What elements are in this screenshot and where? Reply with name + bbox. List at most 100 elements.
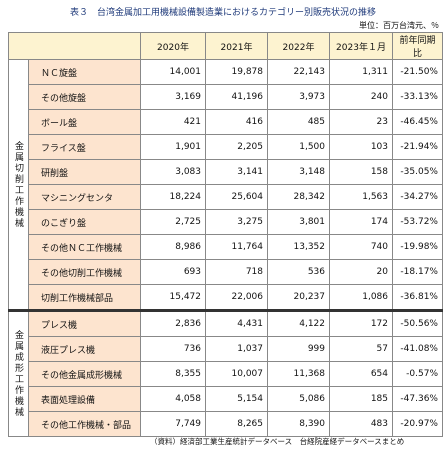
data-cell: 8,355 (140, 361, 206, 387)
table-row: その他旋盤 3,169 41,196 3,973 240 -33.13% (9, 84, 443, 110)
data-cell: 5,086 (267, 386, 330, 412)
table-row: フライス盤 1,901 2,205 1,500 103 -21.94% (9, 134, 443, 160)
table-row: その他金属成形機械 8,355 10,007 11,368 654 -0.57% (9, 361, 443, 387)
data-cell: 158 (329, 159, 393, 185)
data-cell: 1,901 (140, 134, 206, 160)
data-cell: 19,878 (205, 59, 268, 85)
data-cell: 4,122 (267, 309, 330, 337)
table-row: 液圧プレス機 736 1,037 999 57 -41.08% (9, 336, 443, 362)
table-row: マシニングセンタ 18,224 25,604 28,342 1,563 -34.27% (9, 184, 443, 210)
data-cell: 20 (329, 259, 393, 285)
data-cell: 172 (329, 309, 393, 337)
data-cell: 1,563 (329, 184, 393, 210)
data-cell: 25,604 (205, 184, 268, 210)
data-cell: -21.50% (392, 59, 443, 85)
data-cell: -33.13% (392, 84, 443, 110)
data-cell: 14,001 (140, 59, 206, 85)
data-cell: -36.81% (392, 284, 443, 311)
data-cell: 240 (329, 84, 393, 110)
column-header: 2021年 (205, 32, 268, 60)
table-title: 表３ 台湾金属加工用機械設備製造業におけるカテゴリー別販売状況の推移 (70, 8, 377, 18)
row-label: 表面処理設備 (28, 386, 141, 412)
column-header: 前年同期比 (392, 32, 443, 60)
data-cell: -21.94% (392, 134, 443, 160)
data-cell: -19.98% (392, 234, 443, 260)
data-cell: 13,352 (267, 234, 330, 260)
table-row: 表面処理設備 4,058 5,154 5,086 185 -47.36% (9, 386, 443, 412)
data-cell: 421 (140, 109, 206, 135)
data-cell: 536 (267, 259, 330, 285)
data-cell: 103 (329, 134, 393, 160)
row-label: 液圧プレス機 (28, 336, 141, 362)
group-label: 金属成形工作機械 (8, 309, 29, 437)
data-cell: -46.45% (392, 109, 443, 135)
data-cell: -35.05% (392, 159, 443, 185)
data-cell: 2,836 (140, 309, 206, 337)
header-row: 2020年 2021年 2022年 2023年１月 前年同期比 (8, 32, 443, 60)
data-cell: 5,154 (205, 386, 268, 412)
column-header: 2023年１月 (329, 32, 393, 60)
row-label: ボール盤 (28, 109, 141, 135)
group-label: 金属切削工作機械 (8, 59, 29, 311)
corner-cell (8, 32, 141, 60)
data-cell: 23 (329, 109, 393, 135)
unit-note: 単位：百万台湾元、％ (359, 21, 439, 30)
row-label: その他金属成形機械 (28, 361, 141, 387)
row-label: ＮＣ旋盤 (28, 59, 141, 85)
data-cell: 3,169 (140, 84, 206, 110)
sales-table: 2020年 2021年 2022年 2023年１月 前年同期比 金属切削工作機械 ＮＣ旋盤… (8, 32, 443, 437)
data-cell: 740 (329, 234, 393, 260)
data-cell: 4,058 (140, 386, 206, 412)
data-cell: -20.97% (392, 411, 443, 437)
data-cell: 57 (329, 336, 393, 362)
data-cell: 693 (140, 259, 206, 285)
table-row: 金属成形工作機械 プレス機 2,836 4,431 4,122 172 -50.56% (8, 309, 443, 437)
data-cell: -18.17% (392, 259, 443, 285)
source-note: （資料）経済部工業生産統計データベース 台経院産経データベースまとめ (150, 437, 405, 446)
data-cell: 485 (267, 109, 330, 135)
data-cell: 174 (329, 209, 393, 235)
table-row: その他切削工作機械 693 718 536 20 -18.17% (9, 259, 443, 285)
table-row: その他ＮＣ工作機械 8,986 11,764 13,352 740 -19.98% (9, 234, 443, 260)
data-cell: 483 (329, 411, 393, 437)
data-cell: 999 (267, 336, 330, 362)
data-cell: 3,148 (267, 159, 330, 185)
row-label: その他切削工作機械 (28, 259, 141, 285)
row-label: その他ＮＣ工作機械 (28, 234, 141, 260)
data-cell: -53.72% (392, 209, 443, 235)
column-header: 2022年 (267, 32, 330, 60)
data-cell: 3,083 (140, 159, 206, 185)
data-cell: 22,143 (267, 59, 330, 85)
data-cell: 185 (329, 386, 393, 412)
row-label: マシニングセンタ (28, 184, 141, 210)
data-cell: -34.27% (392, 184, 443, 210)
data-cell: -50.56% (392, 309, 443, 337)
data-cell: -41.08% (392, 336, 443, 362)
row-label: フライス盤 (28, 134, 141, 160)
data-cell: -0.57% (392, 361, 443, 387)
data-cell: 8,390 (267, 411, 330, 437)
data-cell: 11,764 (205, 234, 268, 260)
table-row: 切削工作機械部品 15,472 22,006 20,237 1,086 -36.81% (9, 284, 443, 311)
data-cell: 416 (205, 109, 268, 135)
data-cell: 8,265 (205, 411, 268, 437)
data-cell: 1,037 (205, 336, 268, 362)
data-cell: 3,801 (267, 209, 330, 235)
data-cell: 736 (140, 336, 206, 362)
data-cell: 4,431 (205, 309, 268, 337)
data-cell: 3,973 (267, 84, 330, 110)
data-cell: 3,141 (205, 159, 268, 185)
data-cell: 1,086 (329, 284, 393, 311)
table-row: ボール盤 421 416 485 23 -46.45% (9, 109, 443, 135)
data-cell: 1,311 (329, 59, 393, 85)
row-label: 切削工作機械部品 (28, 284, 141, 311)
row-label: その他旋盤 (28, 84, 141, 110)
row-label: プレス機 (28, 309, 141, 337)
column-header: 2020年 (140, 32, 206, 60)
row-label: その他工作機械・部品 (28, 411, 141, 437)
data-cell: 654 (329, 361, 393, 387)
row-label: のこぎり盤 (28, 209, 141, 235)
table-row: 研削盤 3,083 3,141 3,148 158 -35.05% (9, 159, 443, 185)
data-cell: 28,342 (267, 184, 330, 210)
